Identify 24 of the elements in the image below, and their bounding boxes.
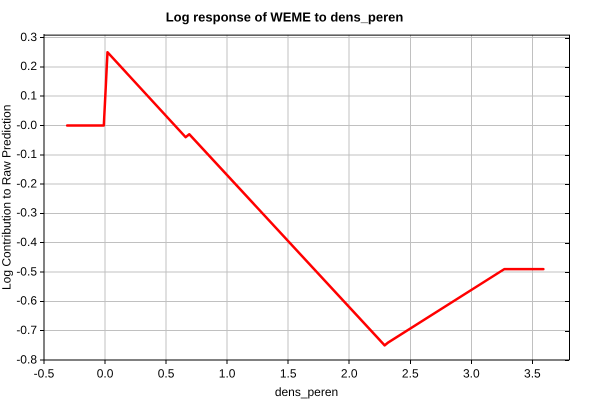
y-tick-label: 0.1	[20, 88, 38, 102]
x-tick-label: 0.0	[96, 366, 114, 381]
y-tick-label: -0.6	[16, 294, 38, 308]
y-tick-label: -0.4	[16, 235, 38, 250]
y-tick-label: 0.2	[20, 59, 38, 74]
x-tick-label: 0.5	[158, 366, 175, 381]
x-tick-label: 2.5	[402, 366, 419, 381]
x-tick-label: 1.0	[218, 366, 236, 381]
y-tick-label: -0.1	[16, 147, 38, 162]
y-tick-label: -0.0	[16, 118, 38, 132]
chart-title: Log response of WEME to dens_peren	[166, 9, 404, 24]
x-axis-title: dens_peren	[274, 385, 338, 400]
x-tick-label: 1.5	[280, 366, 297, 381]
y-tick-label: -0.7	[16, 322, 38, 337]
x-tick-label: 3.0	[462, 366, 480, 381]
y-tick-label: -0.5	[16, 264, 38, 278]
y-tick-label: -0.3	[16, 206, 38, 220]
x-tick-label: 2.0	[340, 366, 358, 381]
x-tick-label: -0.5	[34, 366, 55, 381]
y-tick-label: -0.2	[16, 176, 38, 190]
x-tick-label: 3.5	[524, 366, 542, 381]
y-tick-label: 0.3	[20, 30, 38, 44]
y-tick-label: -0.8	[16, 352, 38, 366]
y-axis-title: Log Contribution to Raw Prediction	[0, 104, 14, 290]
